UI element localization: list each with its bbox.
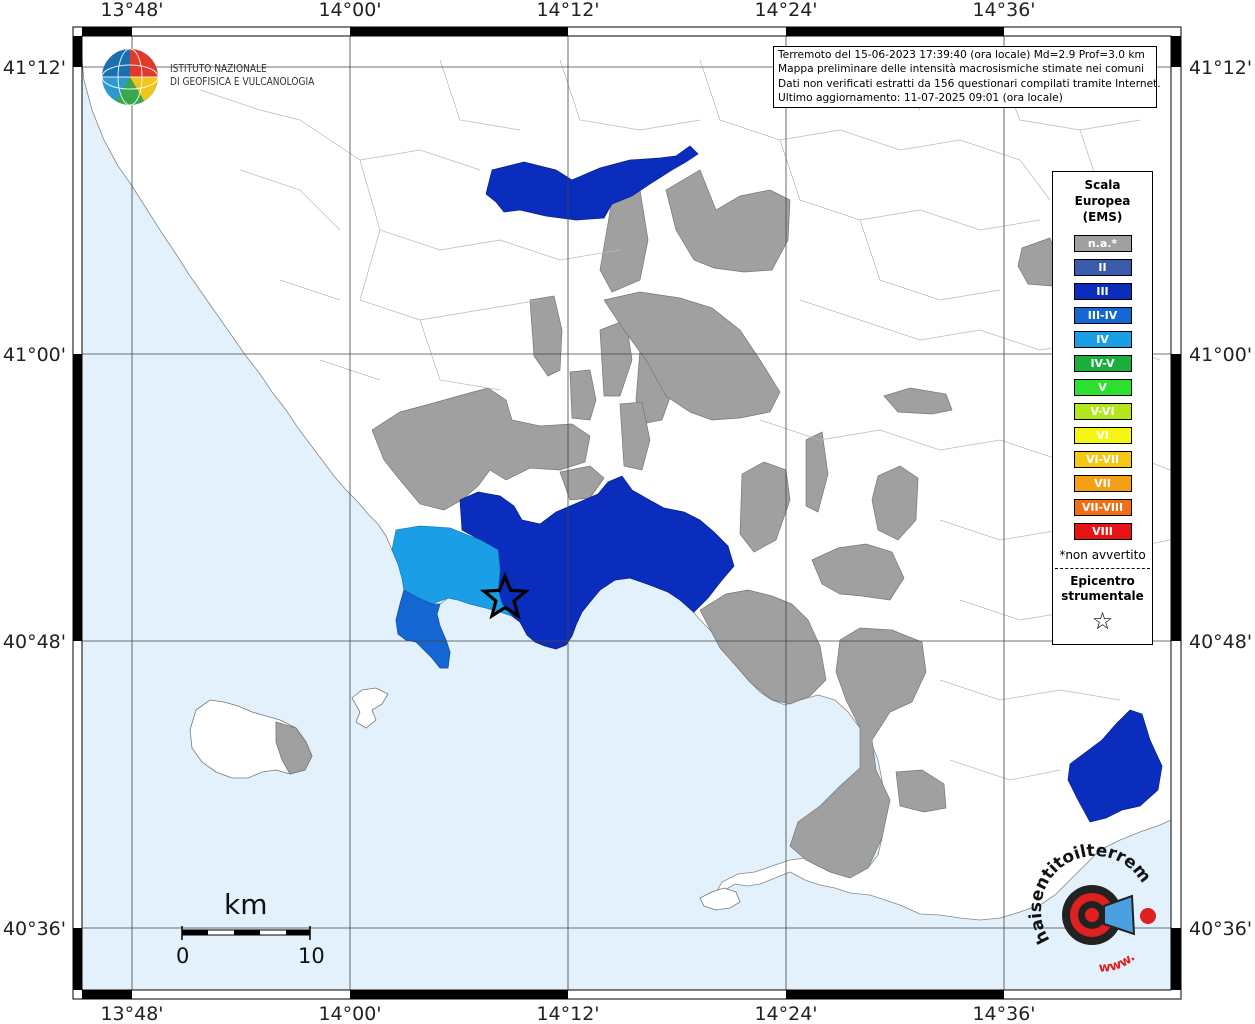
logo-line2: DI GEOFISICA E VULCANOLOGIA — [170, 76, 315, 88]
area-III-naples — [459, 475, 735, 650]
left-tick-label: 41°12' — [3, 57, 66, 79]
legend-item: VIII — [1073, 523, 1132, 540]
bottom-tick-label: 13°48' — [100, 1003, 163, 1024]
top-tick-label: 14°36' — [972, 0, 1035, 21]
left-tick-label: 40°36' — [3, 918, 66, 940]
right-tick-label: 40°36' — [1189, 918, 1252, 940]
legend-item: VII — [1073, 475, 1132, 492]
bottom-tick-labels: 13°48' 14°00' 14°12' 14°24' 14°36' — [100, 1003, 1035, 1024]
left-tick-label: 40°48' — [3, 631, 66, 653]
legend-item: IV-V — [1073, 355, 1132, 372]
right-tick-label: 41°00' — [1189, 344, 1252, 366]
top-tick-labels: 13°48' 14°00' 14°12' 14°24' 14°36' — [100, 0, 1035, 21]
area-IV — [391, 525, 514, 617]
legend-title-line2: Europea — [1074, 194, 1131, 208]
procida-island — [351, 687, 389, 729]
info-line1: Terremoto del 15-06-2023 17:39:40 (ora l… — [778, 49, 1145, 61]
ingv-logo-text: ISTITUTO NAZIONALE DI GEOFISICA E VULCAN… — [170, 63, 314, 89]
scale-start: 0 — [176, 944, 190, 968]
legend-epicentre-line2: strumentale — [1061, 589, 1144, 603]
legend-title: Scala Europea (EMS) — [1053, 177, 1152, 225]
bottom-tick-label: 14°24' — [754, 1003, 817, 1024]
top-tick-label: 14°00' — [318, 0, 381, 21]
legend-epicentre-line1: Epicentro — [1070, 574, 1135, 588]
info-line4: Ultimo aggiornamento: 11-07-2025 09:01 (… — [778, 92, 1063, 105]
ischia-na-area — [275, 721, 313, 775]
capri-island — [699, 887, 741, 911]
legend-note: *non avvertito — [1059, 548, 1146, 562]
right-tick-label: 41°12' — [1189, 57, 1252, 79]
legend-star-icon: ☆ — [1091, 607, 1114, 635]
area-III-southeast — [1067, 709, 1163, 823]
legend-epicentre: Epicentro strumentale — [1053, 574, 1152, 604]
legend-item: V — [1073, 379, 1132, 396]
epicentre-star — [479, 571, 531, 620]
bottom-tick-label: 14°00' — [318, 1003, 381, 1024]
info-line2: Mappa preliminare delle intensità macros… — [778, 63, 1145, 76]
graticule — [82, 36, 1171, 990]
bottom-tick-label: 14°36' — [972, 1003, 1035, 1024]
legend-title-line1: Scala — [1084, 178, 1121, 192]
legend-item: II — [1073, 259, 1132, 276]
legend-item: IV — [1073, 331, 1132, 348]
area-III-north — [485, 145, 699, 221]
info-box: Terremoto del 15-06-2023 17:39:40 (ora l… — [773, 46, 1161, 108]
logo-line1: ISTITUTO NAZIONALE — [170, 63, 267, 75]
top-tick-label: 13°48' — [100, 0, 163, 21]
right-tick-label: 40°48' — [1189, 631, 1252, 653]
legend-item: VI-VII — [1073, 451, 1132, 468]
legend: Scala Europea (EMS) n.a.* II III III-IV IV IV… — [1052, 171, 1153, 645]
bottom-tick-label: 14°12' — [536, 1003, 599, 1024]
scale-unit: km — [224, 888, 268, 921]
na-municipalities — [371, 169, 1059, 879]
top-tick-label: 14°12' — [536, 0, 599, 21]
legend-item: VII-VIII — [1073, 499, 1132, 516]
left-tick-label: 41°00' — [3, 344, 66, 366]
frame-bars — [73, 27, 1181, 999]
legend-title-line3: (EMS) — [1082, 210, 1123, 224]
area-III-IV — [395, 589, 451, 669]
info-line3: Dati non verificati estratti da 156 ques… — [778, 77, 1161, 90]
right-tick-labels: 41°12' 41°00' 40°48' 40°36' — [1189, 57, 1252, 940]
legend-item: n.a.* — [1073, 235, 1132, 252]
top-tick-label: 14°24' — [754, 0, 817, 21]
legend-item: VI — [1073, 427, 1132, 444]
scale-bar — [181, 926, 311, 940]
legend-item: V-VI — [1073, 403, 1132, 420]
ingv-logo-icon — [101, 48, 159, 106]
legend-separator — [1055, 568, 1150, 569]
legend-items: n.a.* II III III-IV IV IV-V V V-VI VI VI-VII VII VI… — [1053, 235, 1152, 540]
legend-item: III — [1073, 283, 1132, 300]
left-tick-labels: 41°12' 41°00' 40°48' 40°36' — [3, 57, 66, 940]
legend-item: III-IV — [1073, 307, 1132, 324]
scale-end: 10 — [298, 944, 325, 968]
